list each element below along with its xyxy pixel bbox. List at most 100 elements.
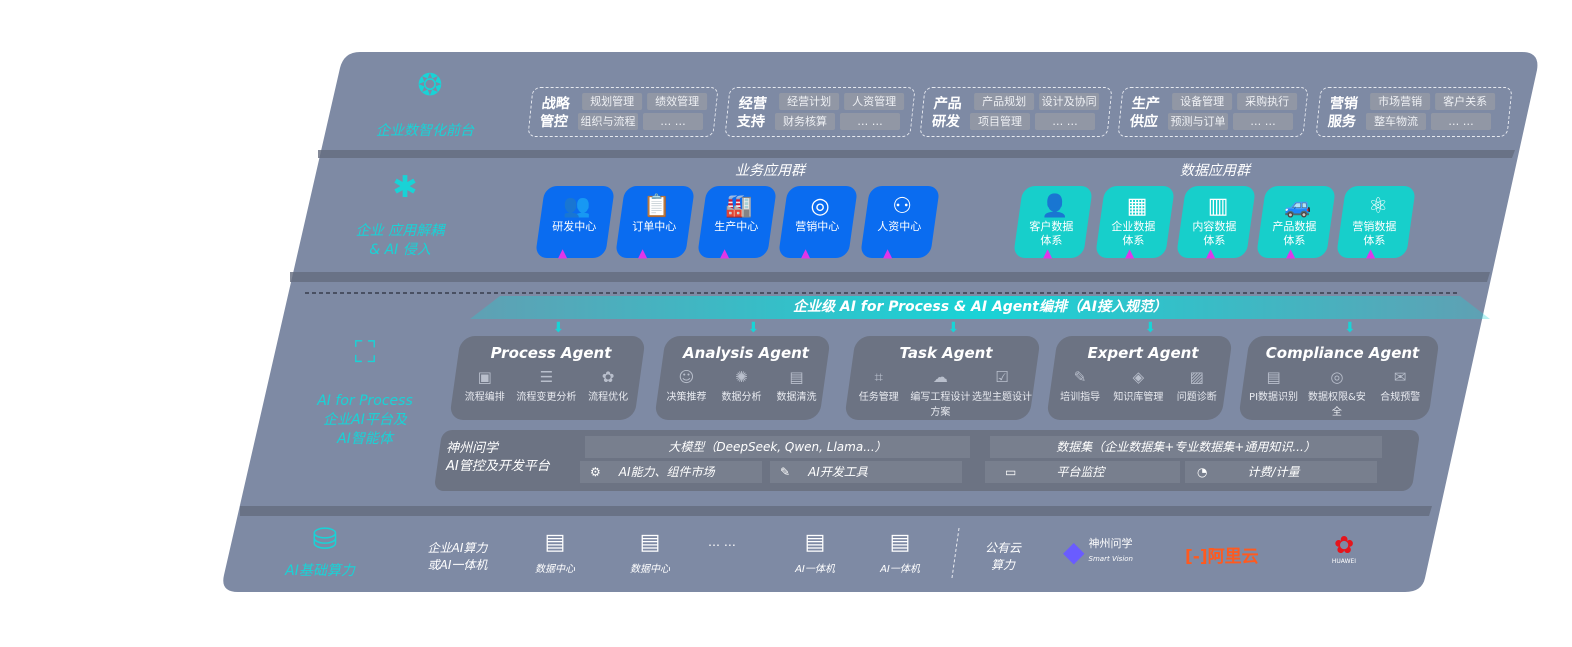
database-icon: ⛁: [312, 522, 338, 557]
devtools-icon: ✎: [780, 465, 791, 479]
aliyun-logo: [-]阿里云: [1185, 542, 1259, 567]
infra-item[interactable]: ▤ AI一体机: [865, 530, 935, 575]
llm-cell[interactable]: 大模型（DeepSeek, Qwen, Llama...）: [585, 436, 970, 458]
public-cloud-line2: 算力: [990, 558, 1015, 572]
agent-compliance-agent[interactable]: Compliance Agent ▤ PI数据识别 ◎ 数据权限&安全 ✉ 合规预警: [1238, 336, 1440, 420]
data-app-1[interactable]: 👤 客户数据体系: [1012, 186, 1094, 258]
front-chip[interactable]: 绩效管理: [647, 93, 708, 110]
front-chip[interactable]: 产品规划: [974, 93, 1035, 110]
agent-capability[interactable]: ☺ 决策推荐: [659, 368, 713, 403]
market-cell[interactable]: ⚙ AI能力、组件市场: [580, 461, 762, 483]
front-chip[interactable]: … …: [1035, 113, 1096, 130]
connector-arrow-icon: ▲: [1125, 246, 1135, 260]
down-arrow-icon: ⬇: [1344, 320, 1356, 336]
capability-icon: ✿: [601, 368, 615, 386]
agent-capability[interactable]: ☁ 编写工程设计方案: [910, 368, 971, 418]
agent-analysis-agent[interactable]: Analysis Agent ☺ 决策推荐 ✺ 数据分析 ▤ 数据清洗: [654, 336, 831, 420]
front-chip[interactable]: 规划管理: [582, 93, 643, 110]
front-chip[interactable]: 预测与订单: [1168, 113, 1229, 130]
agent-capability[interactable]: ✉ 合规预警: [1369, 368, 1432, 418]
front-chip[interactable]: 整车物流: [1366, 113, 1427, 130]
data-app-3[interactable]: ▥ 内容数据体系: [1175, 186, 1257, 258]
agent-capability[interactable]: ☰ 流程变更分析: [516, 368, 577, 403]
agent-title: Analysis Agent: [683, 344, 809, 362]
data-app-4[interactable]: 🚙 产品数据体系: [1255, 186, 1337, 258]
front-chip[interactable]: 设计及协同: [1039, 93, 1100, 110]
market-label: AI能力、组件市场: [618, 465, 715, 479]
private-compute-line2: 或AI一体机: [427, 558, 488, 572]
car-icon: 🚙: [1284, 194, 1312, 219]
front-group-title: 产品研发: [931, 96, 963, 130]
data-app-label: 企业数据体系: [1111, 220, 1156, 247]
business-app-1[interactable]: 👥 研发中心: [534, 186, 616, 258]
agent-capability[interactable]: ◎ 数据权限&安全: [1306, 368, 1369, 418]
front-chip[interactable]: … …: [1431, 113, 1492, 130]
public-cloud-label: 公有云 算力: [978, 540, 1028, 574]
agent-expert-agent[interactable]: Expert Agent ✎ 培训指导 ◈ 知识库管理 ▨ 问题诊断: [1046, 336, 1233, 420]
front-group-title: 经营支持: [736, 96, 768, 130]
infra-item[interactable]: ▤ 数据中心: [520, 530, 590, 575]
agent-capability[interactable]: ✎ 培训指导: [1051, 368, 1109, 403]
front-chip[interactable]: 项目管理: [970, 113, 1031, 130]
agent-capabilities: ⌗ 任务管理 ☁ 编写工程设计方案 ☑ 选型主题设计: [848, 368, 1033, 418]
business-app-label: 订单中心: [632, 220, 677, 233]
front-chip[interactable]: 市场营销: [1370, 93, 1431, 110]
agent-capability[interactable]: ✿ 流程优化: [578, 368, 639, 403]
connector-arrow-icon: ▲: [720, 246, 730, 260]
private-compute-label: 企业AI算力 或AI一体机: [410, 540, 505, 574]
infra-item-label: 数据中心: [630, 564, 670, 575]
brain-icon: ❂: [417, 68, 443, 103]
capability-icon: ▨: [1189, 368, 1204, 386]
data-app-2[interactable]: ▦ 企业数据体系: [1094, 186, 1176, 258]
monitor-cell[interactable]: ▭ 平台监控: [985, 461, 1180, 483]
front-chip[interactable]: 客户关系: [1435, 93, 1496, 110]
infra-item[interactable]: ▤ AI一体机: [780, 530, 850, 575]
agent-capability[interactable]: ▤ 数据清洗: [769, 368, 823, 403]
connector-arrow-icon: ▲: [1286, 246, 1296, 260]
front-chip[interactable]: 人资管理: [844, 93, 905, 110]
agent-task-agent[interactable]: Task Agent ⌗ 任务管理 ☁ 编写工程设计方案 ☑ 选型主题设计: [844, 336, 1041, 420]
front-chip[interactable]: 设备管理: [1172, 93, 1233, 110]
business-app-4[interactable]: ◎ 营销中心: [777, 186, 859, 258]
business-app-label: 营销中心: [795, 220, 840, 233]
front-chip[interactable]: 财务核算: [775, 113, 836, 130]
capability-label: 问题诊断: [1176, 392, 1217, 403]
agent-capability[interactable]: ◈ 知识库管理: [1110, 368, 1168, 403]
front-chip[interactable]: 组织与流程: [578, 113, 639, 130]
infra-item[interactable]: ▤ 数据中心: [615, 530, 685, 575]
atom-icon: ⚛: [1368, 194, 1388, 219]
agent-capability[interactable]: ⌗ 任务管理: [848, 368, 909, 418]
agent-capability[interactable]: ▤ PI数据识别: [1242, 368, 1305, 418]
billing-cell[interactable]: ◔ 计费/计量: [1185, 461, 1377, 483]
dataset-cell[interactable]: 数据集（企业数据集+专业数据集+通用知识...）: [990, 436, 1382, 458]
layer-label-ai-line1: AI for Process: [317, 393, 413, 409]
agent-capability[interactable]: ▣ 流程编排: [454, 368, 515, 403]
front-chip[interactable]: … …: [1233, 113, 1294, 130]
front-chip[interactable]: 采购执行: [1237, 93, 1298, 110]
business-app-2[interactable]: 📋 订单中心: [614, 186, 696, 258]
data-app-5[interactable]: ⚛ 营销数据体系: [1335, 186, 1417, 258]
server-icon: ▤: [889, 530, 911, 555]
data-app-label: 客户数据体系: [1029, 220, 1074, 247]
business-app-5[interactable]: ⚇ 人资中心: [859, 186, 941, 258]
capability-icon: ☺: [678, 368, 695, 386]
platform-name-line1: 神州问学: [446, 441, 499, 456]
business-app-3[interactable]: 🏭 生产中心: [696, 186, 778, 258]
agent-capability[interactable]: ▨ 问题诊断: [1168, 368, 1226, 403]
front-chip[interactable]: 经营计划: [779, 93, 840, 110]
market-icon: ⚙: [590, 465, 601, 479]
front-chip[interactable]: … …: [643, 113, 704, 130]
agent-capability[interactable]: ☑ 选型主题设计: [972, 368, 1033, 418]
infra-ellipsis: … …: [708, 535, 736, 549]
agent-capability[interactable]: ✺ 数据分析: [714, 368, 768, 403]
devtools-cell[interactable]: ✎ AI开发工具: [770, 461, 962, 483]
business-app-label: 人资中心: [877, 220, 922, 233]
infra-item-label: 数据中心: [535, 564, 575, 575]
front-group: 战略管控 规划管理 绩效管理 组织与流程… …: [527, 87, 719, 137]
agent-process-agent[interactable]: Process Agent ▣ 流程编排 ☰ 流程变更分析 ✿ 流程优化: [449, 336, 646, 420]
capability-label: 合规预警: [1380, 392, 1421, 403]
front-chip[interactable]: … …: [840, 113, 901, 130]
capability-label: 数据清洗: [776, 392, 817, 403]
capability-label: 决策推荐: [666, 392, 707, 403]
user-icon: 👤: [1041, 194, 1069, 219]
